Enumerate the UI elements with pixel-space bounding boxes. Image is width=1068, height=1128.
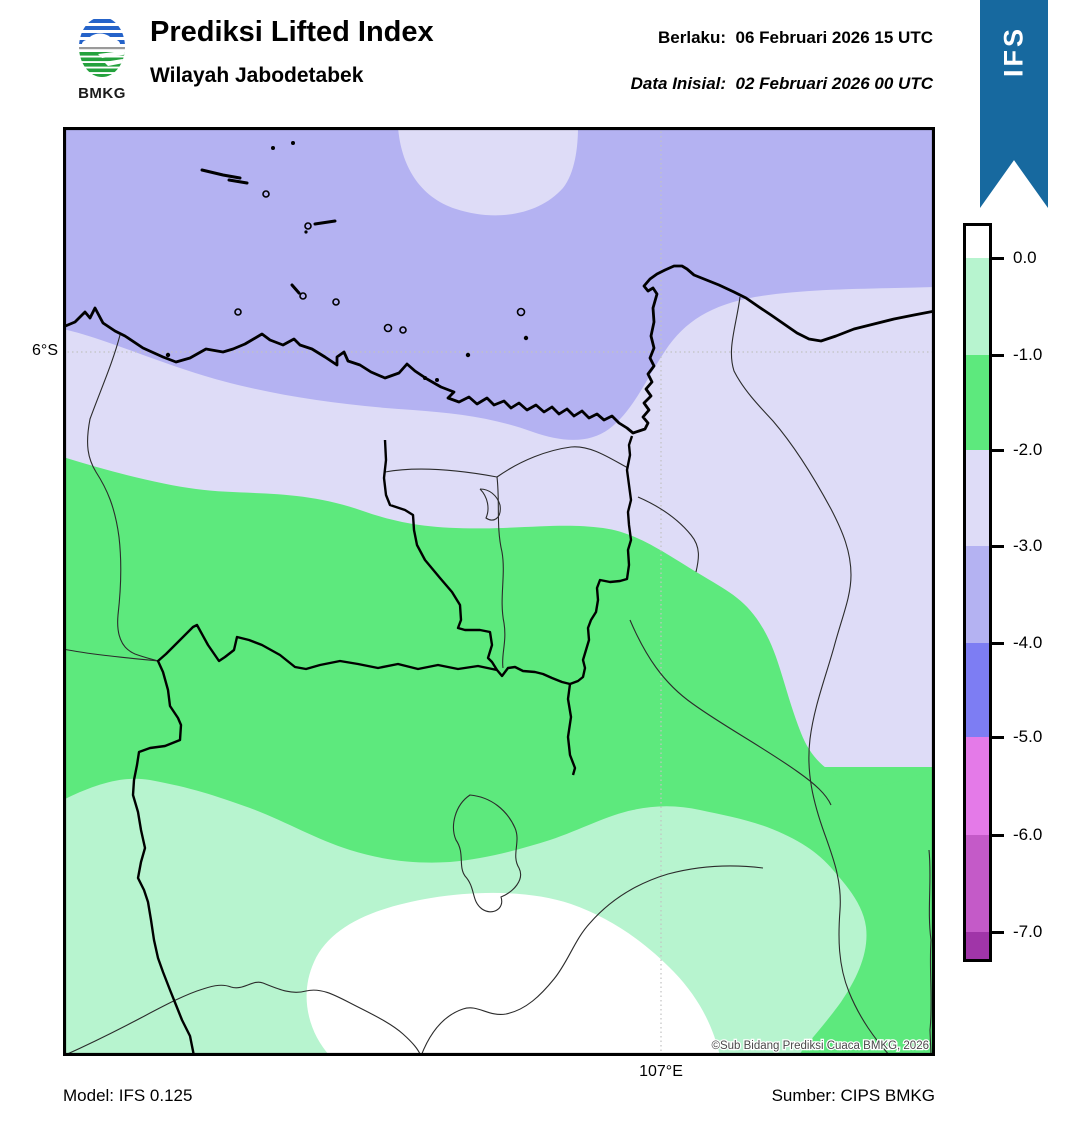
initial-time-label: Data Inisial: — [630, 74, 727, 93]
colorbar-segment — [966, 932, 989, 959]
colorbar-tick-label: 0.0 — [1013, 248, 1037, 267]
valid-time: Berlaku: 06 Februari 2026 15 UTC — [658, 28, 933, 48]
initial-time-value: 02 Februari 2026 00 UTC — [735, 74, 933, 93]
bmkg-logo-label: BMKG — [78, 85, 126, 102]
islands — [165, 141, 529, 382]
colorbar-tick-label: -4.0 — [1013, 633, 1043, 652]
colorbar-tick — [990, 353, 1004, 357]
map-fill-periwinkle — [63, 127, 935, 440]
lifted-index-map: ©Sub Bidang Prediksi Cuaca BMKG, 2026 — [63, 127, 935, 1056]
colorbar-tick-label: -6.0 — [1013, 825, 1043, 844]
source-label: Sumber: CIPS BMKG — [771, 1086, 935, 1105]
colorbar-segment — [966, 737, 989, 835]
map-fill-white — [306, 892, 720, 1056]
bmkg-logo-icon — [79, 17, 125, 77]
colorbar: 0.0 -1.0 -2.0 -3.0 -4.0 -5.0 -6.0 -7.0 — [963, 223, 1068, 962]
colorbar-segment — [966, 835, 989, 932]
district-boundaries — [63, 296, 932, 1056]
colorbar-segment — [966, 450, 989, 546]
page-subtitle: Wilayah Jabodetabek — [150, 64, 364, 87]
colorbar-tick — [990, 833, 1004, 837]
colorbar-tick — [990, 735, 1004, 739]
model-ribbon-label: IFS — [998, 26, 1029, 78]
colorbar-tick — [990, 256, 1004, 260]
province-boundaries — [131, 435, 634, 1056]
colorbar-segments — [963, 223, 992, 962]
colorbar-tick-label: -3.0 — [1013, 536, 1043, 555]
colorbar-segment — [966, 355, 989, 450]
map-fill-lavender-blob — [398, 127, 578, 216]
colorbar-tick-label: -2.0 — [1013, 440, 1043, 459]
model-ribbon: IFS — [980, 0, 1048, 208]
coastline — [63, 264, 935, 435]
model-label: Model: IFS 0.125 — [63, 1086, 193, 1105]
valid-time-value: 06 Februari 2026 15 UTC — [735, 28, 933, 47]
colorbar-tick — [990, 544, 1004, 548]
colorbar-tick-label: -1.0 — [1013, 345, 1043, 364]
colorbar-tick — [990, 448, 1004, 452]
colorbar-segment — [966, 226, 989, 258]
colorbar-segment — [966, 258, 989, 355]
colorbar-tick — [990, 641, 1004, 645]
valid-time-label: Berlaku: — [658, 28, 727, 47]
page-title: Prediksi Lifted Index — [150, 16, 434, 48]
colorbar-segment — [966, 643, 989, 737]
colorbar-tick-label: -7.0 — [1013, 922, 1043, 941]
longitude-tick-label: 107°E — [639, 1063, 683, 1080]
colorbar-segment — [966, 546, 989, 643]
colorbar-tick — [990, 930, 1004, 934]
bmkg-logo: BMKG — [72, 16, 132, 102]
latitude-tick-label: 6°S — [32, 342, 58, 359]
map-frame — [63, 127, 935, 1056]
colorbar-tick-label: -5.0 — [1013, 727, 1043, 746]
initial-time: Data Inisial: 02 Februari 2026 00 UTC — [631, 74, 933, 94]
map-copyright: ©Sub Bidang Prediksi Cuaca BMKG, 2026 — [711, 1040, 929, 1052]
